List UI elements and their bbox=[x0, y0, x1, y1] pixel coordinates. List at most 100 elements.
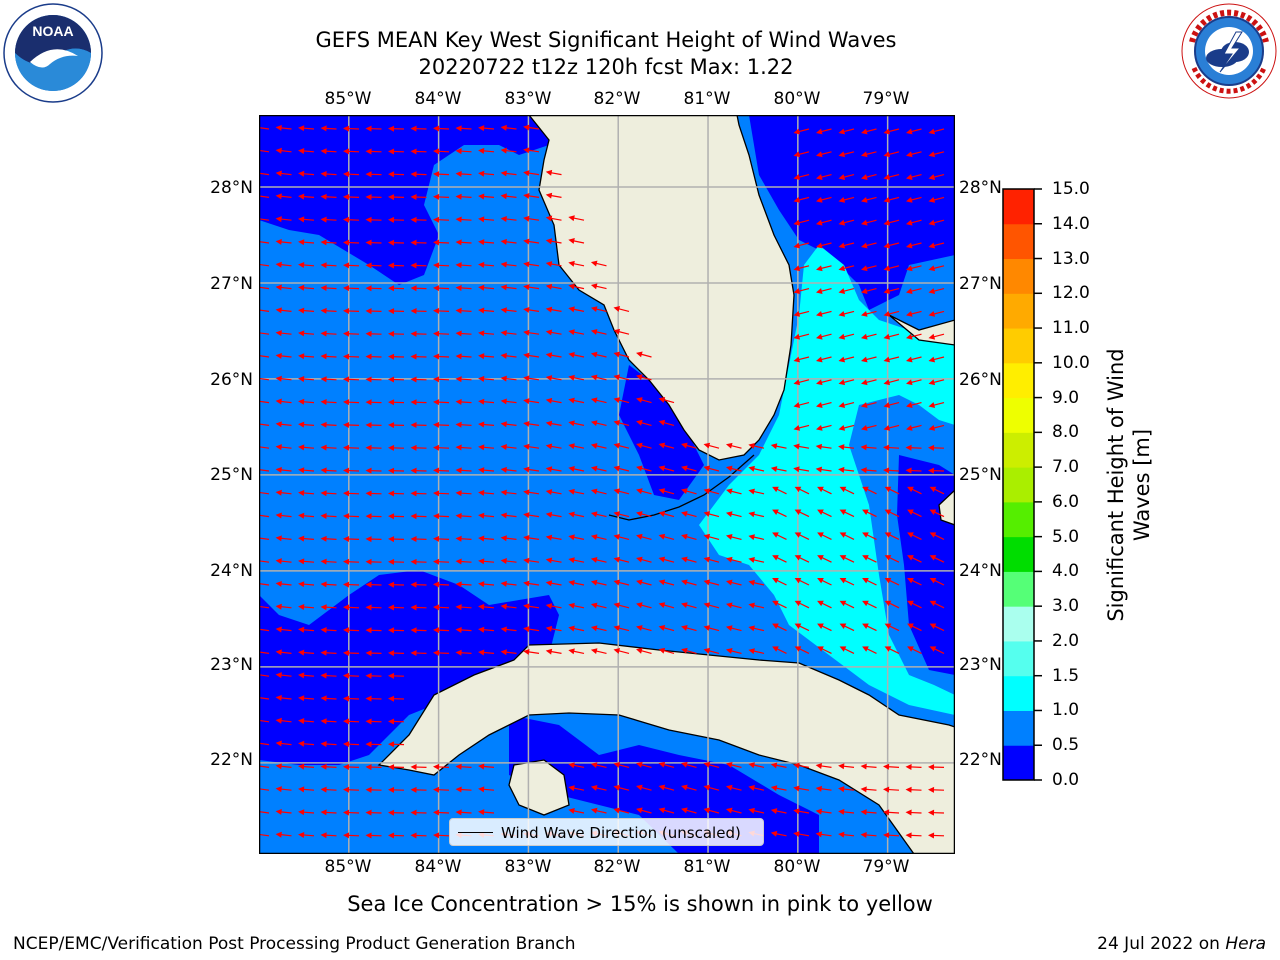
wave-direction-arrow bbox=[275, 558, 292, 565]
wave-direction-arrow bbox=[793, 288, 810, 294]
wave-direction-arrow bbox=[590, 579, 607, 586]
wave-direction-arrow bbox=[748, 488, 765, 495]
lat-label-left-23: 23°N bbox=[210, 655, 253, 675]
wave-direction-arrow bbox=[545, 352, 562, 359]
wave-direction-arrow bbox=[794, 646, 810, 654]
wave-direction-arrow bbox=[590, 625, 607, 632]
wave-direction-arrow bbox=[275, 580, 292, 587]
wave-direction-arrow bbox=[545, 283, 562, 290]
colorbar-segment bbox=[1003, 362, 1034, 399]
wave-direction-arrow bbox=[523, 512, 540, 519]
wave-direction-arrow bbox=[433, 558, 450, 565]
wave-direction-arrow bbox=[703, 807, 720, 814]
wave-direction-arrow bbox=[433, 627, 450, 634]
wave-direction-arrow bbox=[817, 577, 832, 586]
wave-direction-arrow bbox=[365, 194, 382, 201]
wave-direction-arrow bbox=[433, 513, 450, 520]
date-text: 24 Jul 2022 on Hera bbox=[1097, 933, 1266, 955]
sea-ice-note: Sea Ice Concentration > 15% is shown in … bbox=[347, 892, 933, 916]
wave-direction-arrow bbox=[298, 831, 315, 838]
wave-direction-arrow bbox=[928, 356, 945, 363]
wave-direction-arrow bbox=[455, 239, 472, 246]
lon-label-bottom-79: 79°W bbox=[862, 857, 910, 877]
wave-direction-arrow bbox=[748, 579, 765, 586]
wave-direction-arrow bbox=[343, 307, 360, 314]
wave-direction-arrow bbox=[883, 809, 900, 816]
wave-direction-arrow bbox=[815, 174, 832, 180]
wave-direction-arrow bbox=[928, 174, 945, 180]
wave-direction-arrow bbox=[681, 647, 697, 654]
wave-direction-arrow bbox=[613, 306, 630, 312]
wave-direction-arrow bbox=[838, 265, 855, 272]
wave-direction-arrow bbox=[590, 397, 607, 404]
wave-direction-arrow bbox=[433, 467, 450, 474]
wave-direction-arrow bbox=[433, 444, 450, 451]
colorbar-segment bbox=[1003, 745, 1034, 781]
wave-direction-arrow bbox=[298, 330, 315, 337]
wave-direction-arrow bbox=[320, 467, 337, 474]
wave-direction-arrow bbox=[545, 557, 562, 564]
wave-direction-arrow bbox=[343, 763, 360, 770]
wave-direction-arrow bbox=[523, 124, 540, 131]
wave-direction-arrow bbox=[478, 170, 495, 177]
colorbar bbox=[1002, 188, 1042, 781]
wave-direction-arrow bbox=[568, 215, 585, 222]
wave-direction-arrow bbox=[839, 555, 855, 563]
wave-direction-arrow bbox=[590, 465, 607, 472]
wave-direction-arrow bbox=[793, 831, 810, 838]
wave-direction-arrow bbox=[748, 785, 765, 791]
wave-direction-arrow bbox=[883, 265, 900, 272]
wave-direction-arrow bbox=[838, 151, 855, 158]
wave-direction-arrow bbox=[298, 581, 315, 588]
cuba-land bbox=[377, 642, 955, 854]
wave-direction-arrow bbox=[455, 307, 472, 314]
wave-direction-arrow bbox=[523, 580, 540, 587]
wave-direction-arrow bbox=[772, 509, 787, 518]
lon-label-bottom-82: 82°W bbox=[593, 857, 641, 877]
wave-direction-arrow bbox=[883, 402, 900, 408]
wave-direction-arrow bbox=[410, 832, 427, 839]
wave-direction-arrow bbox=[905, 809, 922, 816]
wave-direction-arrow bbox=[793, 424, 810, 431]
lon-label-bottom-80: 80°W bbox=[773, 857, 821, 877]
wave-direction-arrow bbox=[748, 534, 765, 541]
wave-direction-arrow bbox=[500, 580, 517, 587]
wave-direction-arrow bbox=[860, 265, 877, 272]
lat-label-left-24: 24°N bbox=[210, 561, 253, 581]
wave-direction-arrow bbox=[433, 604, 450, 611]
wave-direction-arrow bbox=[838, 466, 855, 473]
wave-direction-arrow bbox=[568, 488, 585, 495]
wave-direction-arrow bbox=[320, 581, 337, 588]
wave-direction-arrow bbox=[884, 486, 900, 495]
wave-direction-arrow bbox=[658, 556, 675, 563]
wave-direction-arrow bbox=[388, 536, 405, 543]
wave-direction-arrow bbox=[905, 242, 922, 249]
wave-direction-arrow bbox=[883, 174, 900, 180]
wave-direction-arrow bbox=[793, 333, 810, 340]
wave-direction-arrow bbox=[478, 239, 495, 246]
lon-label-bottom-83: 83°W bbox=[504, 857, 552, 877]
wave-direction-arrow bbox=[590, 648, 607, 655]
wave-direction-arrow bbox=[838, 402, 855, 408]
colorbar-segment bbox=[1003, 501, 1034, 538]
wave-direction-arrow bbox=[703, 784, 720, 791]
wave-direction-arrow bbox=[365, 786, 382, 793]
wave-direction-arrow bbox=[794, 600, 810, 609]
wave-direction-arrow bbox=[275, 649, 292, 656]
wave-direction-arrow bbox=[343, 444, 360, 451]
wave-direction-arrow bbox=[658, 442, 675, 449]
wave-direction-arrow bbox=[343, 695, 360, 702]
wave-height-map bbox=[259, 115, 955, 854]
wave-direction-arrow bbox=[905, 467, 922, 474]
wave-direction-arrow bbox=[320, 216, 337, 223]
wave-direction-arrow bbox=[343, 490, 360, 497]
wave-direction-arrow bbox=[455, 376, 472, 383]
wave-direction-arrow bbox=[568, 648, 585, 655]
wave-direction-arrow bbox=[343, 672, 360, 679]
wave-direction-arrow bbox=[320, 809, 337, 816]
wave-direction-arrow bbox=[681, 465, 697, 472]
wave-direction-arrow bbox=[883, 333, 900, 340]
wave-direction-arrow bbox=[410, 513, 427, 520]
wave-direction-arrow bbox=[365, 285, 382, 292]
wave-direction-arrow bbox=[884, 509, 900, 518]
